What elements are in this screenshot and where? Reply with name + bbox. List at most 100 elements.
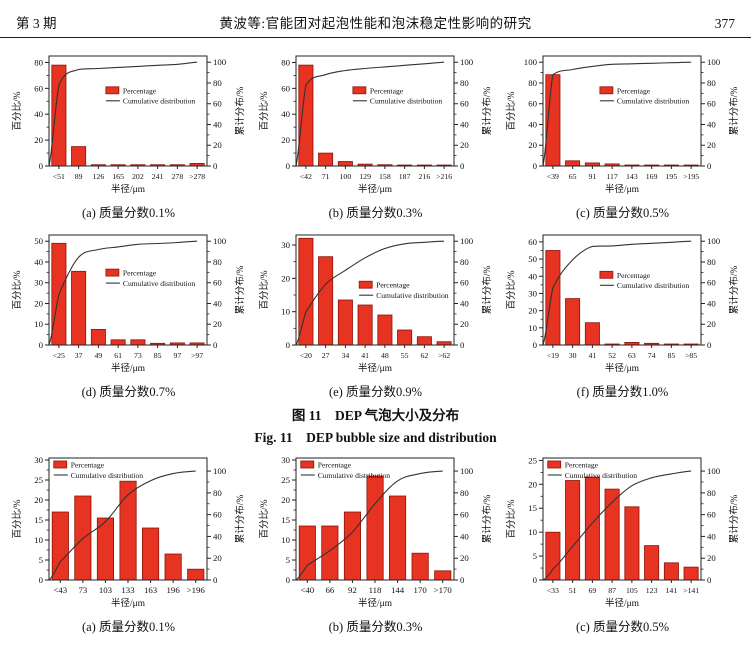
tick-label: 80 xyxy=(213,488,222,498)
tick-label: 40 xyxy=(213,531,222,541)
bar xyxy=(164,553,182,581)
tick-label: 20 xyxy=(528,140,537,150)
cumulative-line xyxy=(295,470,443,581)
tick-label: 51 xyxy=(568,586,576,595)
tick-label: 97 xyxy=(173,351,181,360)
cumulative-line xyxy=(541,240,691,346)
tick-label: 61 xyxy=(114,351,122,360)
tick-label: 80 xyxy=(213,257,222,267)
bar xyxy=(564,480,580,581)
tick-label: 10 xyxy=(528,323,537,333)
tick-label: <33 xyxy=(546,586,558,595)
tick-label: 20 xyxy=(707,140,716,150)
chart-fig12c-svg: 0 5 10 15 20 25 0 20 40 60 80 100 <33 51 69 87 105 123 141… xyxy=(505,455,740,609)
axes: 0 20 40 60 80 100 0 20 40 60 80 100 <39 65 91 117 143 169… xyxy=(505,57,740,195)
tick-label: 25 xyxy=(281,475,290,485)
tick-label: 63 xyxy=(627,351,635,360)
bar xyxy=(70,146,86,167)
tick-label: 40 xyxy=(528,119,537,129)
tick-label: <20 xyxy=(299,351,311,360)
tick-label: 100 xyxy=(460,236,474,246)
chart-fig12a-svg: 0 5 10 15 20 25 30 0 20 40 60 80 100 <43 73 103 133 163 19… xyxy=(11,455,246,609)
tick-label: 100 xyxy=(213,57,227,67)
tick-label: 80 xyxy=(281,57,290,67)
chart-fig11a-svg: 0 20 40 60 80 0 20 40 60 80 100 <51 89 126 165 202 241 27… xyxy=(11,55,246,195)
tick-label: <43 xyxy=(53,585,67,595)
tick-label: 100 xyxy=(460,466,474,476)
tick-label: 40 xyxy=(460,531,469,541)
tick-label: 169 xyxy=(645,172,657,181)
tick-label: 20 xyxy=(34,135,43,145)
tick-label: 129 xyxy=(359,172,371,181)
tick-label: 144 xyxy=(390,585,404,595)
tick-label: 0 xyxy=(38,575,43,585)
y-axis-right-title: 累计分布/% xyxy=(234,266,246,315)
tick-label: 0 xyxy=(38,161,43,171)
tick-label: 60 xyxy=(707,510,716,520)
bar xyxy=(297,64,313,167)
tick-label: 40 xyxy=(281,109,290,119)
bar xyxy=(141,527,159,581)
bar xyxy=(317,256,333,346)
tick-label: 0 xyxy=(213,161,218,171)
bar xyxy=(337,299,353,346)
chart-fig12b: 0 5 10 15 20 25 30 0 20 40 60 80 100 <40 66 92 118 144 170… xyxy=(254,452,497,635)
tick-label: >85 xyxy=(685,351,697,360)
tick-label: 91 xyxy=(588,172,596,181)
chart-fig11f: 0 10 20 30 40 50 60 0 20 40 60 80 100 <19 30 41 52 63 74 85… xyxy=(501,229,744,400)
tick-label: 20 xyxy=(707,553,716,563)
tick-label: 73 xyxy=(78,585,87,595)
tick-label: 0 xyxy=(460,161,465,171)
chart-caption: (b) 质量分数0.3% xyxy=(328,620,423,634)
axes: 0 10 20 30 0 20 40 60 80 100 <20 27 34 41 48 55 62 >62 半径/… xyxy=(258,236,493,374)
figure12-row: 0 5 10 15 20 25 30 0 20 40 60 80 100 <43 73 103 133 163 19… xyxy=(0,452,751,635)
y-axis-left-title: 百分比/% xyxy=(258,499,270,538)
tick-label: 73 xyxy=(133,351,141,360)
bar xyxy=(544,531,560,581)
tick-label: 66 xyxy=(325,585,334,595)
tick-label: <40 xyxy=(300,585,314,595)
tick-label: 40 xyxy=(528,271,537,281)
tick-label: 143 xyxy=(626,172,638,181)
tick-label: 202 xyxy=(132,172,144,181)
cumulative-line xyxy=(48,470,196,581)
y-axis-right-title: 累计分布/% xyxy=(728,495,740,544)
y-axis-right-title: 累计分布/% xyxy=(728,87,740,136)
legend-bar-swatch xyxy=(104,268,119,277)
tick-label: 30 xyxy=(281,455,290,465)
chart-caption: (e) 质量分数0.9% xyxy=(328,385,423,399)
legend-bar-swatch xyxy=(546,460,561,469)
bar xyxy=(388,495,406,581)
plot-frame xyxy=(48,234,207,346)
tick-label: 20 xyxy=(34,298,43,308)
tick-label: 41 xyxy=(361,351,369,360)
tick-label: 60 xyxy=(34,83,43,93)
tick-label: 100 xyxy=(460,57,474,67)
chart-fig11c: 0 20 40 60 80 100 0 20 40 60 80 100 <39 65 91 117 143 169… xyxy=(501,50,744,221)
tick-label: 40 xyxy=(460,298,469,308)
legend-bar-label: Percentage xyxy=(122,269,156,278)
legend-line-label: Cumulative distribution xyxy=(70,471,143,480)
tick-label: >196 xyxy=(186,585,205,595)
tick-label: 216 xyxy=(418,172,430,181)
plot-frame xyxy=(295,234,454,346)
axes: 0 20 40 60 80 0 20 40 60 80 100 <51 89 126 165 202 241 27… xyxy=(11,57,246,195)
y-axis-right-title: 累计分布/% xyxy=(234,87,246,136)
tick-label: >195 xyxy=(683,172,699,181)
tick-label: 10 xyxy=(528,527,537,537)
bars xyxy=(51,480,204,581)
tick-label: 103 xyxy=(98,585,112,595)
tick-label: 60 xyxy=(460,278,469,288)
tick-label: 20 xyxy=(460,319,469,329)
tick-label: >141 xyxy=(683,586,699,595)
plot-frame xyxy=(542,55,701,167)
tick-label: 80 xyxy=(528,78,537,88)
bar xyxy=(643,545,659,581)
tick-label: 85 xyxy=(667,351,675,360)
bar xyxy=(683,566,699,581)
chart-caption: (a) 质量分数0.1% xyxy=(81,206,176,220)
